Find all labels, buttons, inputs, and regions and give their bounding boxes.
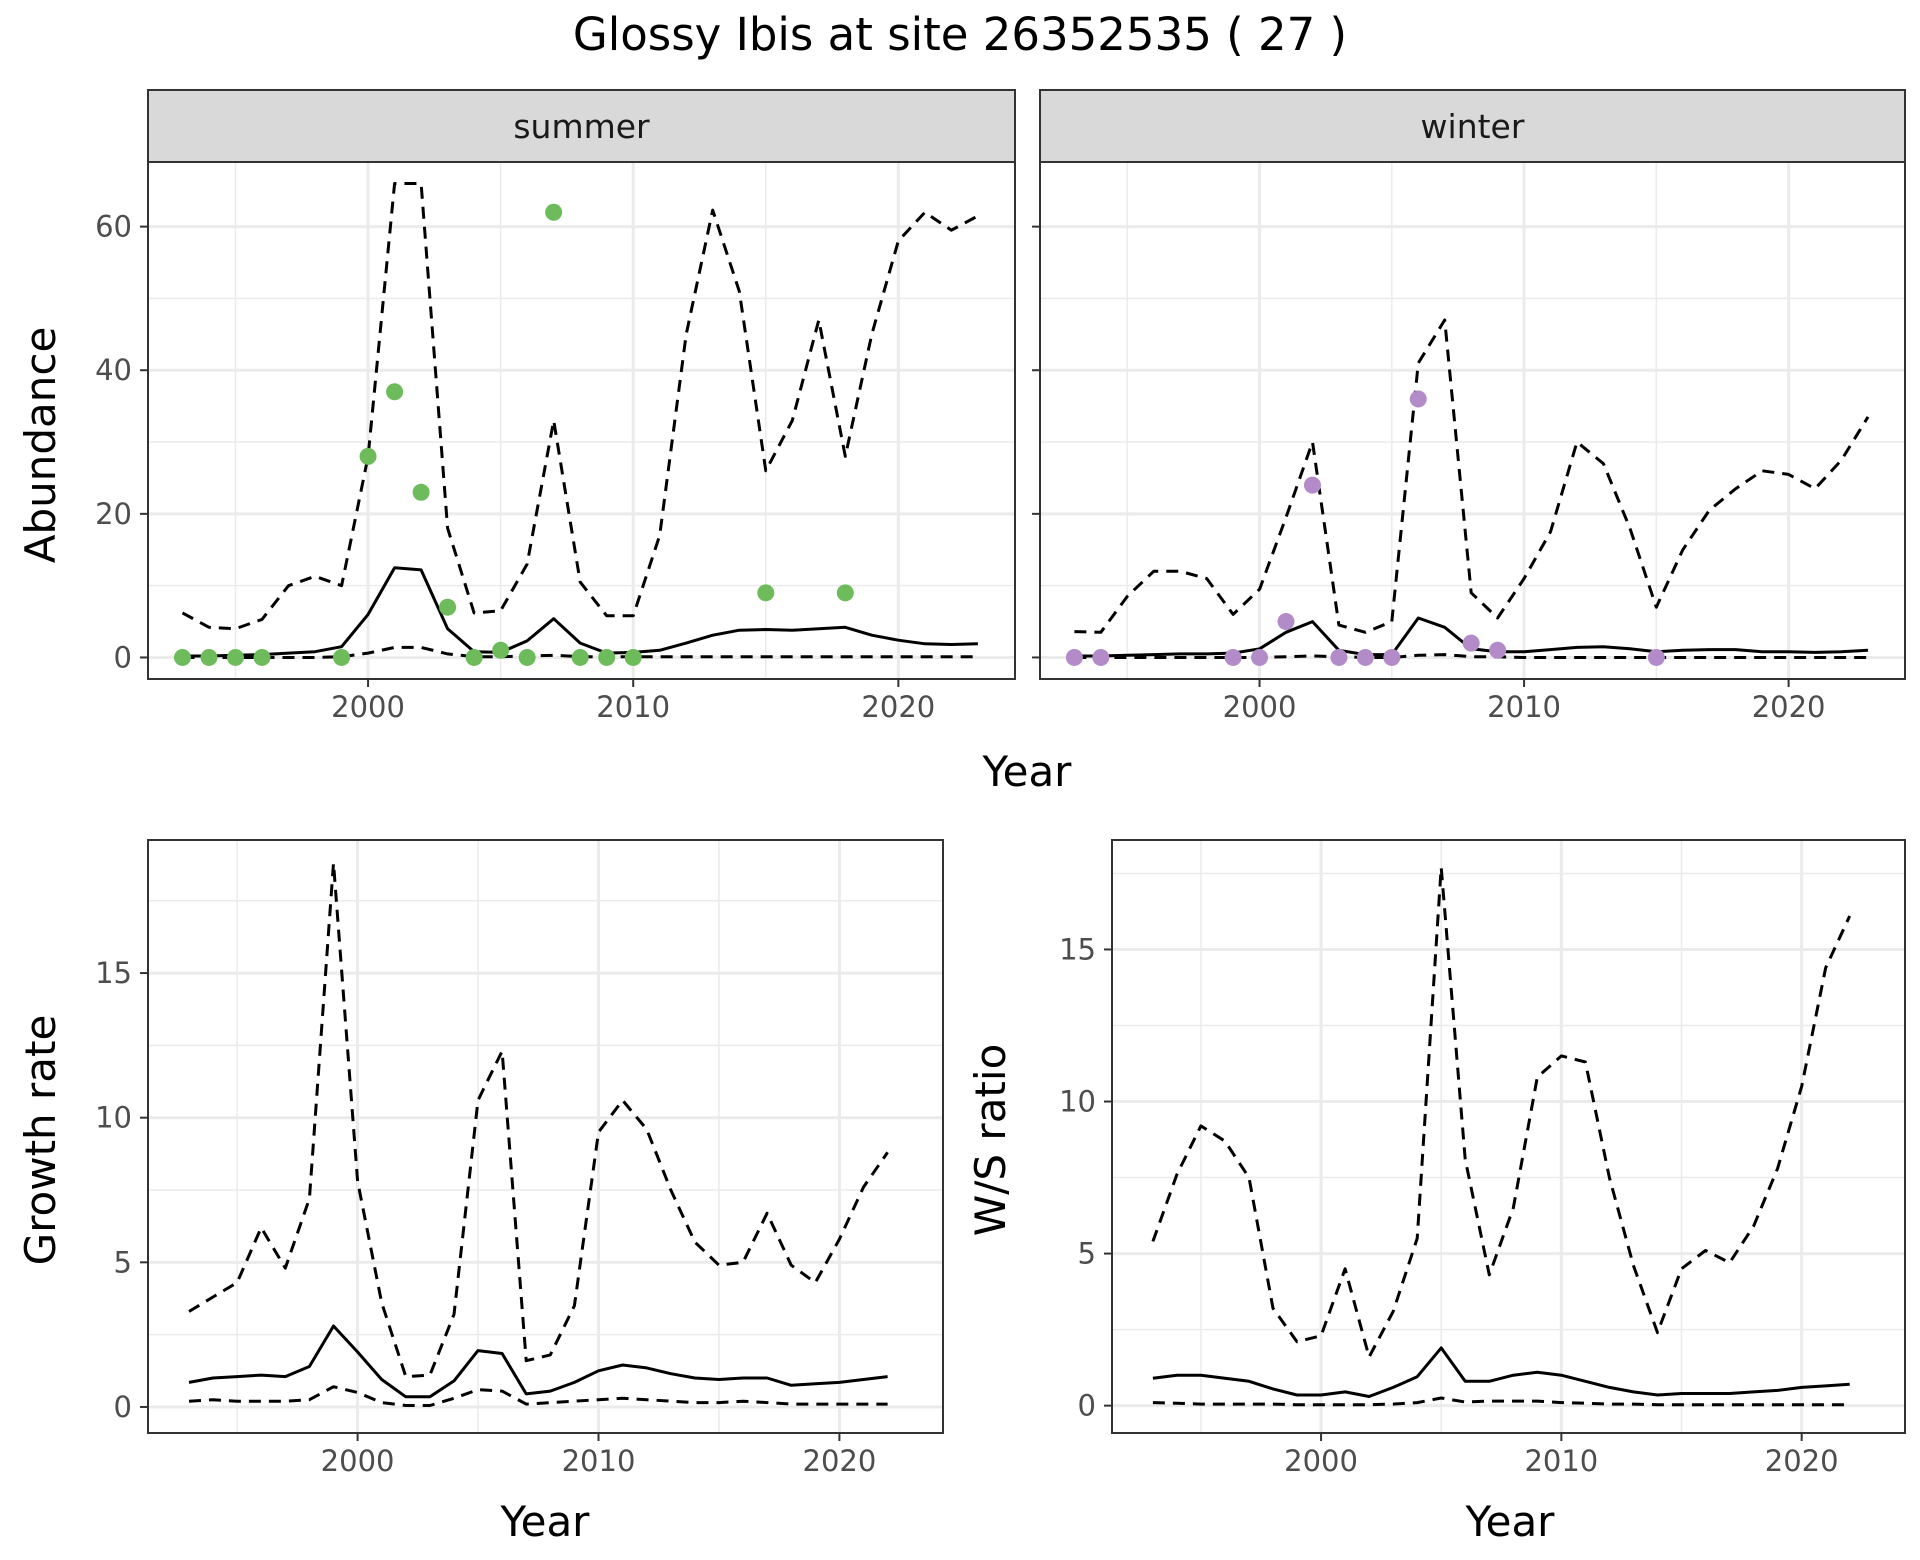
data-point <box>1251 648 1269 666</box>
panel-ws-ratio: 2000 2010 2020 0 5 10 15 <box>1059 839 1906 1478</box>
x-tick-label: 2010 <box>1487 690 1561 724</box>
series-line-lower <box>1074 653 1868 659</box>
y-tick-label: 10 <box>95 1101 132 1135</box>
x-tick-label: 2020 <box>1765 1444 1839 1478</box>
panel-growth-rate: 2000 2010 2020 0 5 10 15 <box>95 839 944 1478</box>
strip-summer <box>147 89 1016 163</box>
data-point <box>333 648 351 666</box>
data-point <box>1092 648 1110 666</box>
data-point <box>1356 648 1374 666</box>
data-point <box>518 648 536 666</box>
data-point <box>836 584 854 602</box>
data-point <box>624 648 642 666</box>
chart-title: Glossy Ibis at site 26352535 ( 27 ) <box>573 8 1347 61</box>
series-line-lower <box>1152 1396 1850 1407</box>
y-tick-label: 10 <box>1059 1085 1096 1119</box>
series-line-lower <box>182 645 978 659</box>
panel-background <box>148 162 1015 679</box>
panel-background <box>1040 162 1905 679</box>
data-point <box>386 383 404 401</box>
y-tick-label: 5 <box>1078 1237 1096 1271</box>
panel-border <box>147 161 1016 680</box>
y-tick-label: 0 <box>114 1390 132 1424</box>
data-point <box>492 641 510 659</box>
series-line-upper <box>1074 318 1870 634</box>
data-point <box>200 648 218 666</box>
y-tick-label: 0 <box>1078 1389 1096 1423</box>
panel-border <box>1039 161 1906 680</box>
data-point <box>1489 641 1507 659</box>
x-tick-label: 2010 <box>596 690 670 724</box>
data-point <box>412 483 430 501</box>
data-point <box>757 584 775 602</box>
series-line-upper <box>1151 865 1852 1359</box>
series-line-mean <box>188 1324 888 1399</box>
x-tick-label: 2020 <box>1752 690 1826 724</box>
x-axis-title-growth: Year <box>500 1497 591 1546</box>
y-axis-title-ws: W/S ratio <box>966 1044 1015 1237</box>
panel-abundance-summer: summer 2000 2010 2020 0 20 40 60 <box>95 89 1016 724</box>
data-point <box>226 648 244 666</box>
data-point <box>1409 390 1427 408</box>
y-tick-label: 60 <box>95 210 132 244</box>
y-tick-label: 20 <box>95 497 132 531</box>
panel-abundance-winter: winter 2000 2010 2020 <box>1032 89 1906 724</box>
data-point <box>439 598 457 616</box>
data-point <box>1647 648 1665 666</box>
x-tick-label: 2020 <box>803 1444 877 1478</box>
data-point <box>1303 476 1321 494</box>
series-line-upper <box>188 861 889 1379</box>
strip-winter <box>1039 89 1906 163</box>
y-tick-label: 40 <box>95 353 132 387</box>
data-point <box>571 648 589 666</box>
y-axis-title-abundance: Abundance <box>16 327 65 564</box>
x-axis-title-ws: Year <box>1465 1497 1556 1546</box>
y-tick-label: 0 <box>114 640 132 674</box>
x-tick-label: 2000 <box>331 690 405 724</box>
series-line-upper <box>181 182 979 631</box>
panel-background <box>1112 840 1905 1433</box>
x-tick-label: 2000 <box>1284 1444 1358 1478</box>
data-point <box>598 648 616 666</box>
data-point <box>1224 648 1242 666</box>
series-line-mean <box>1152 1346 1850 1398</box>
data-point <box>1462 634 1480 652</box>
data-point <box>173 648 191 666</box>
x-tick-label: 2020 <box>861 690 935 724</box>
data-point <box>359 447 377 465</box>
series-line-mean <box>182 566 978 658</box>
data-point <box>1277 613 1295 631</box>
data-point <box>1330 648 1348 666</box>
panel-border <box>147 839 944 1434</box>
data-point <box>1065 648 1083 666</box>
data-point <box>465 648 483 666</box>
panel-background <box>148 840 943 1433</box>
y-tick-label: 15 <box>95 956 132 990</box>
x-tick-label: 2000 <box>1223 690 1297 724</box>
y-tick-label: 15 <box>1059 932 1096 966</box>
y-axis-title-growth: Growth rate <box>16 1015 65 1266</box>
strip-label-summer: summer <box>513 107 650 146</box>
y-tick-label: 5 <box>114 1245 132 1279</box>
x-axis-title-abundance: Year <box>982 747 1073 796</box>
series-line-lower <box>188 1385 888 1407</box>
x-tick-label: 2010 <box>562 1444 636 1478</box>
panel-border <box>1111 839 1906 1434</box>
strip-label-winter: winter <box>1421 107 1525 146</box>
x-tick-label: 2010 <box>1524 1444 1598 1478</box>
data-point <box>545 203 563 221</box>
data-point <box>253 648 271 666</box>
x-tick-label: 2000 <box>321 1444 395 1478</box>
data-point <box>1383 648 1401 666</box>
